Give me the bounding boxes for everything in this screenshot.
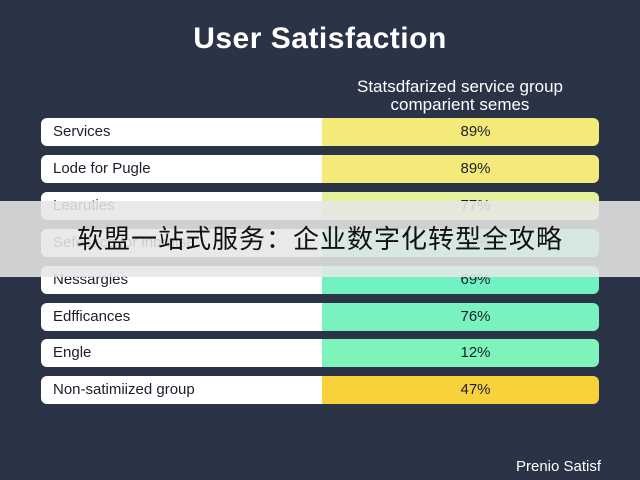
- row-label: Lode for Pugle: [41, 155, 322, 183]
- row-label: Edfficances: [41, 303, 322, 331]
- table-row: Engle 12%: [41, 339, 599, 367]
- row-label: Engle: [41, 339, 322, 367]
- chart-subtitle: Statsdfarized service group comparient s…: [357, 77, 563, 114]
- table-row: Lode for Pugle 89%: [41, 155, 599, 183]
- table-row: Non-satimiized group 47%: [41, 376, 599, 404]
- chart-title: User Satisfaction: [193, 22, 447, 55]
- row-value: 89%: [322, 118, 599, 146]
- row-value: 47%: [322, 376, 599, 404]
- table-row: Services 89%: [41, 118, 599, 146]
- overlay-banner: 软盟一站式服务：企业数字化转型全攻略: [0, 201, 640, 277]
- row-value: 76%: [322, 303, 599, 331]
- corner-caption: Prenio Satisf: [516, 458, 602, 475]
- table-row: Edfficances 76%: [41, 303, 599, 331]
- row-label: Services: [41, 118, 322, 146]
- row-label: Non-satimiized group: [41, 376, 322, 404]
- row-value: 12%: [322, 339, 599, 367]
- row-value: 89%: [322, 155, 599, 183]
